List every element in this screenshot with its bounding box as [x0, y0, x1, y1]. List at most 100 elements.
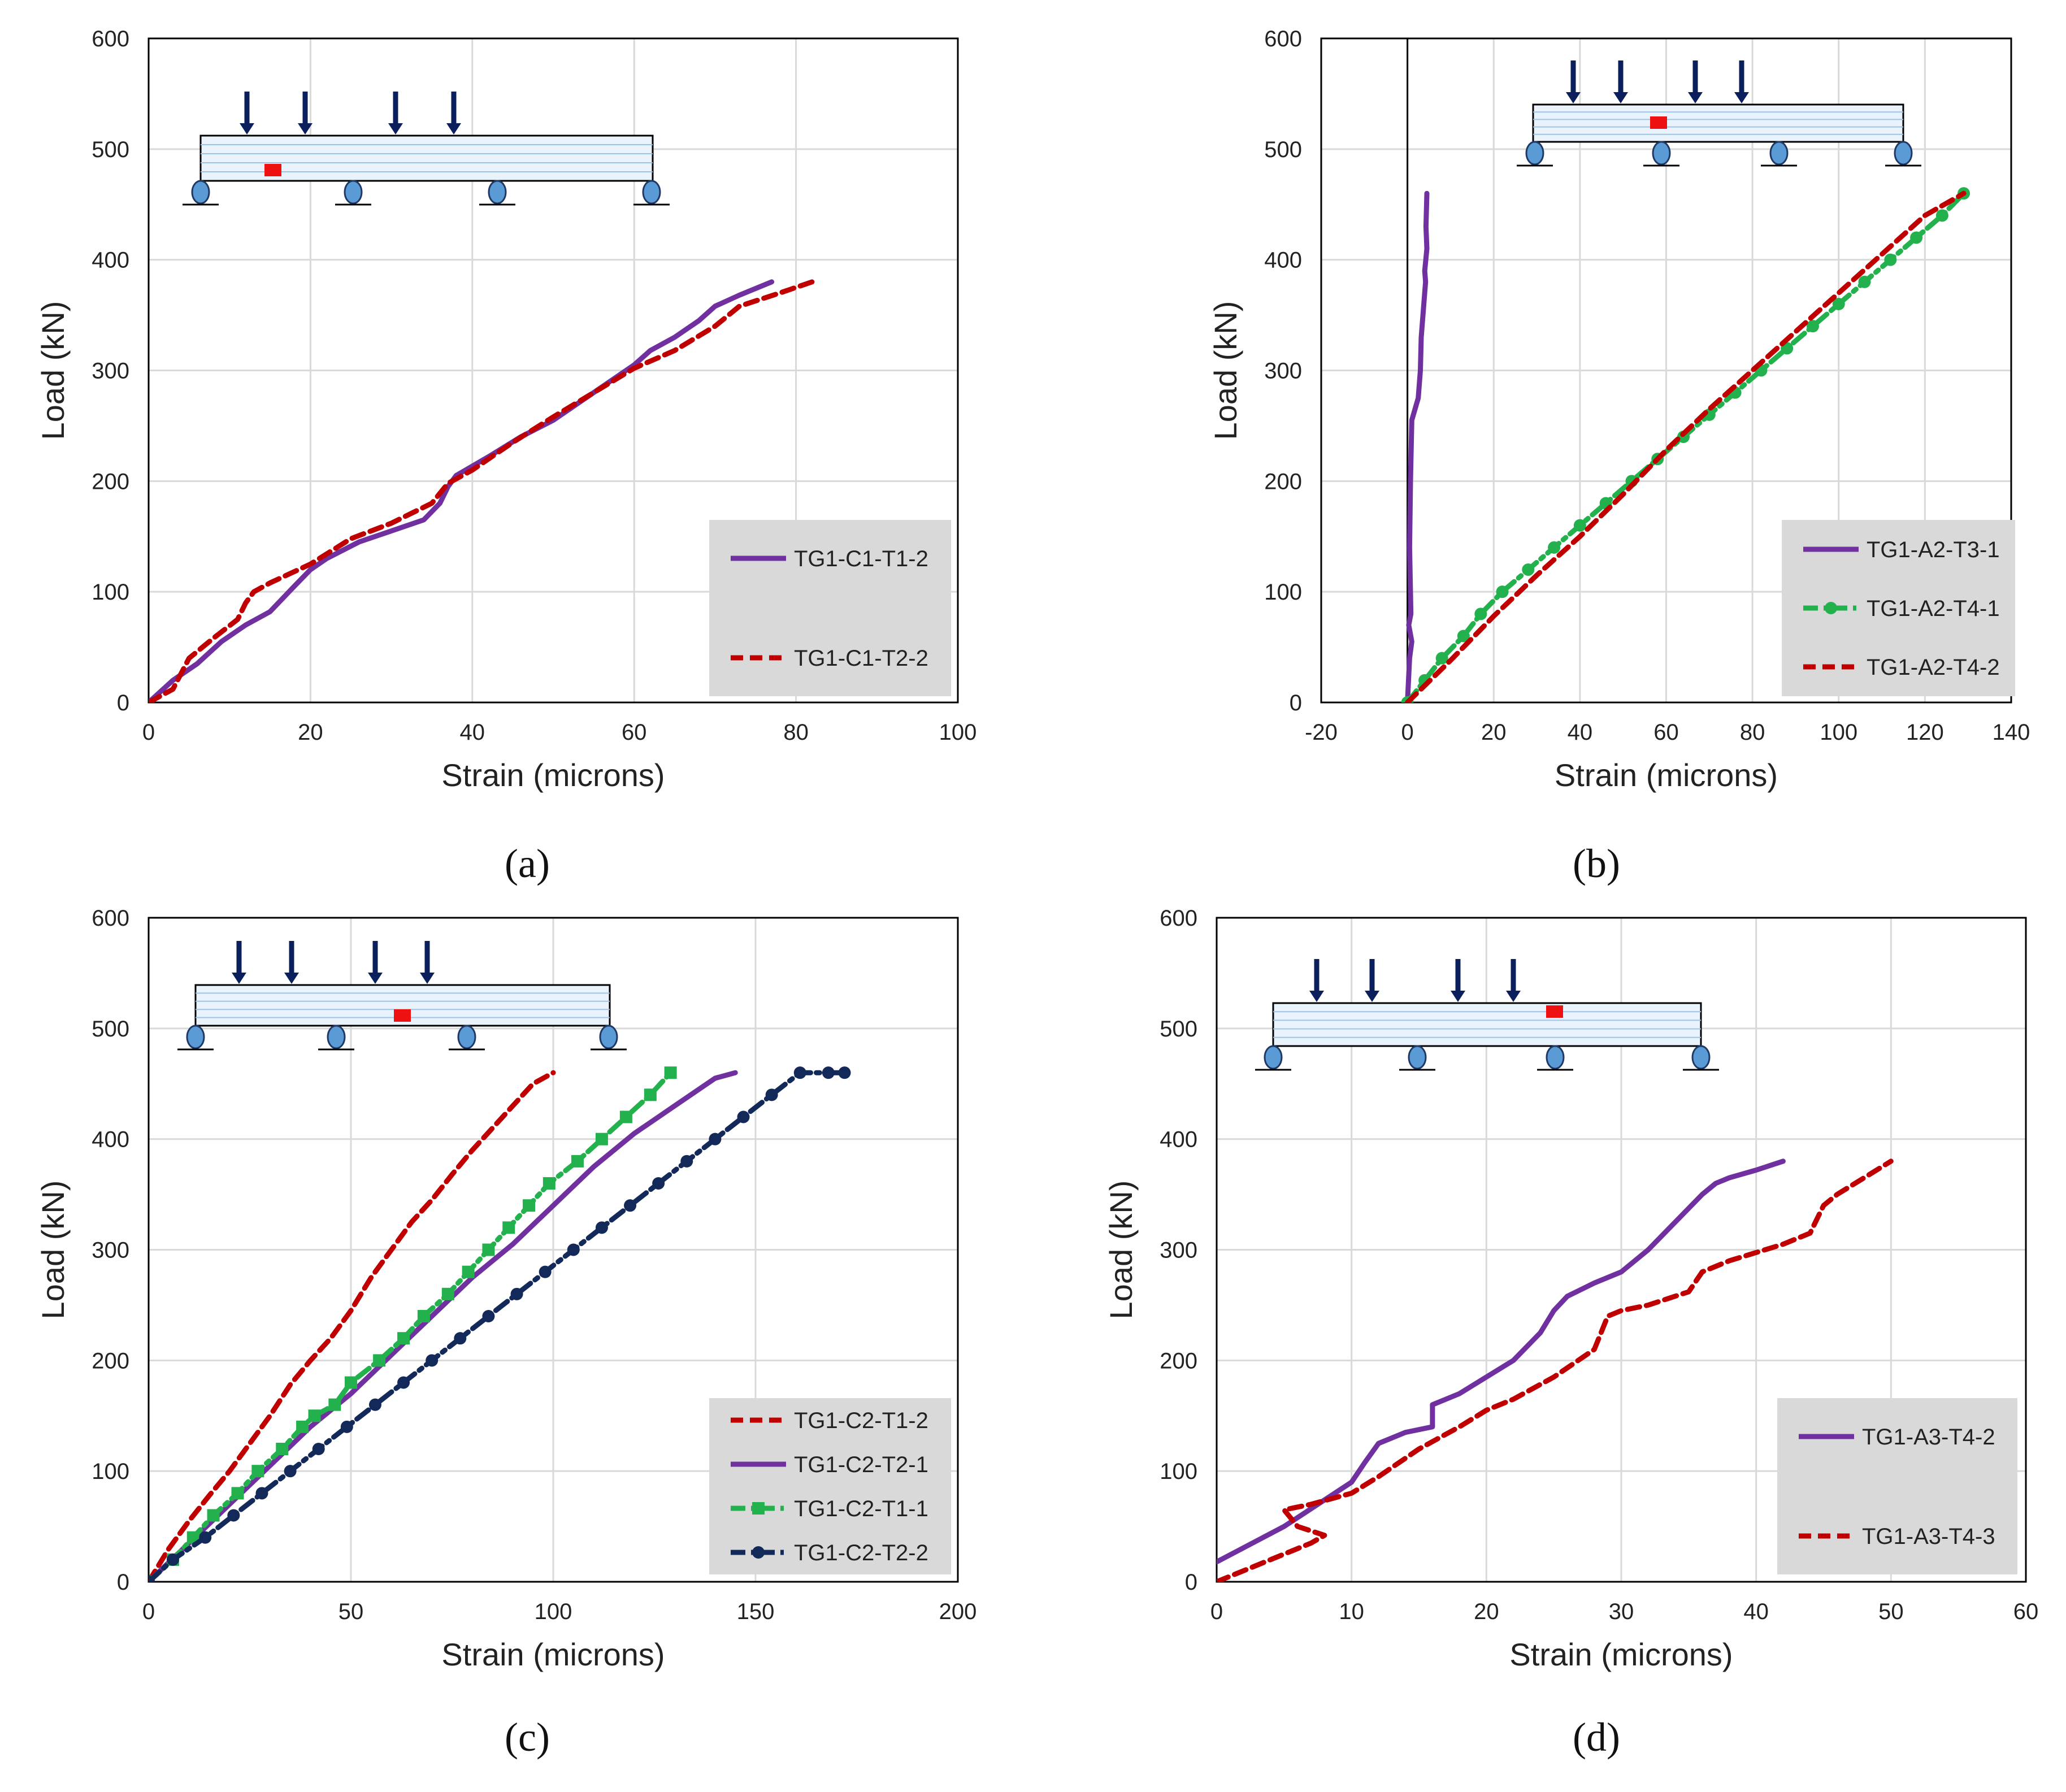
series-line-2 [1217, 1158, 1894, 1582]
x-tick-label: 150 [737, 1599, 775, 1624]
chart-panel-2: -20 0 20 40 60 80 100 120 1400100200300400500600… [1208, 27, 2030, 886]
y-tick-label: 400 [1264, 248, 1302, 273]
legend-marker [1825, 602, 1837, 614]
roller-support-icon [1264, 1045, 1283, 1070]
data-point [1496, 585, 1509, 598]
x-tick-label: 20 [298, 720, 323, 745]
series-group [1401, 187, 1970, 702]
load-arrow-icon [1309, 991, 1324, 1002]
panel-label: (d) [1573, 1715, 1620, 1760]
legend-label: TG1-A3-T4-3 [1862, 1524, 1995, 1549]
load-arrow-icon [298, 123, 312, 134]
data-point [296, 1420, 309, 1433]
series-line-2 [149, 279, 815, 702]
y-tick-label: 300 [92, 359, 129, 384]
y-axis-label: Load (kN) [1208, 301, 1243, 440]
legend-label: TG1-A2-T4-2 [1867, 655, 2000, 680]
x-tick-label: 50 [1878, 1599, 1904, 1624]
roller-support-icon [1769, 141, 1789, 166]
data-point [595, 1221, 608, 1234]
data-point [502, 1221, 515, 1234]
y-tick-label: 500 [1160, 1017, 1197, 1042]
load-arrow-icon [240, 123, 254, 134]
data-point [462, 1265, 475, 1278]
roller-support-icon [1691, 1045, 1711, 1070]
x-axis-label: Strain (microns) [441, 757, 665, 793]
y-tick-label: 600 [1264, 27, 1302, 51]
x-tick-label: 100 [1820, 720, 1857, 745]
y-tick-label: 200 [92, 469, 129, 494]
y-tick-label: 0 [117, 691, 129, 715]
plot-border [147, 917, 959, 1583]
data-point [709, 1133, 722, 1146]
data-point [373, 1354, 386, 1367]
data-point [793, 1066, 806, 1079]
x-tick-label: 60 [622, 720, 647, 745]
x-tick-label: -20 [1305, 720, 1338, 745]
y-tick-label: 300 [1160, 1238, 1197, 1263]
x-tick-label: 60 [2013, 1599, 2039, 1624]
y-tick-label: 600 [92, 906, 129, 931]
chart-panel-3: 0 50 100 150 200 0 100 200 300 400 500 600 Strain (m… [35, 906, 976, 1760]
data-point [1548, 541, 1561, 554]
data-point [251, 1465, 264, 1478]
data-point [199, 1531, 212, 1544]
y-tick-label: 400 [92, 1127, 129, 1152]
load-arrow-icon [1734, 92, 1749, 103]
beam [1532, 103, 1904, 143]
x-tick-label: 0 [142, 720, 155, 745]
roller-support-icon [642, 180, 661, 205]
legend-label: TG1-C1-T1-2 [794, 546, 928, 571]
data-point [1474, 608, 1487, 621]
legend-label: TG1-C1-T2-2 [794, 646, 928, 671]
chart-panel-1: 0 20 40 60 80 100 0 100 200 300 400 500 600 Strain (m… [35, 27, 976, 886]
data-point [510, 1287, 523, 1300]
load-arrow-icon [1688, 92, 1703, 103]
series-line-1 [1217, 1158, 1786, 1565]
data-point [397, 1332, 410, 1345]
x-tick-label: 140 [1993, 720, 2030, 745]
x-tick-label: 40 [1568, 720, 1593, 745]
panel-label: (b) [1573, 841, 1620, 886]
x-tick-label: 80 [1740, 720, 1765, 745]
roller-support-icon [344, 180, 363, 205]
data-point [624, 1199, 637, 1212]
plot-border [1216, 917, 2027, 1583]
data-point [1457, 630, 1470, 643]
x-tick-label: 40 [460, 720, 485, 745]
roller-support-icon [1408, 1045, 1427, 1070]
roller-support-icon [457, 1025, 476, 1049]
load-arrow-icon [388, 123, 403, 134]
data-point [308, 1409, 321, 1422]
x-tick-label: 40 [1743, 1599, 1769, 1624]
data-point [1884, 253, 1897, 266]
legend: TG1-A2-T3-1 TG1-A2-T4-1 TG1-A2-T4-2 [1782, 520, 2015, 696]
data-point [680, 1155, 693, 1168]
legend-marker [752, 1502, 765, 1515]
y-tick-label: 0 [117, 1570, 129, 1595]
legend-label: TG1-A3-T4-2 [1862, 1425, 1995, 1450]
x-tick-label: 10 [1339, 1599, 1364, 1624]
data-point [454, 1332, 467, 1345]
plot-border [147, 37, 959, 704]
x-axis-label: Strain (microns) [1555, 757, 1778, 793]
x-tick-label: 20 [1481, 720, 1507, 745]
panel-label: (c) [505, 1715, 550, 1760]
beam-schematic [1517, 60, 1921, 167]
legend: TG1-C2-T1-2 TG1-C2-T2-1 TG1-C2-T1-1 TG1-C2-… [709, 1398, 951, 1574]
strain-gauge-marker [1546, 1005, 1563, 1018]
series-line-3 [1405, 190, 1967, 702]
legend-label: TG1-C2-T2-2 [794, 1541, 928, 1565]
series-line-1 [149, 1070, 556, 1582]
y-axis-label: Load (kN) [1103, 1181, 1139, 1320]
series-group [1217, 1158, 1894, 1582]
y-axis-label: Load (kN) [35, 1181, 71, 1320]
data-point [426, 1354, 439, 1367]
beam [1272, 1002, 1702, 1047]
strain-gauge-marker [1650, 116, 1667, 129]
legend-label: TG1-A2-T3-1 [1867, 537, 2000, 562]
data-point [567, 1243, 580, 1256]
legend: TG1-C1-T1-2 TG1-C1-T2-2 [709, 520, 951, 696]
plot-border [1320, 37, 2012, 704]
